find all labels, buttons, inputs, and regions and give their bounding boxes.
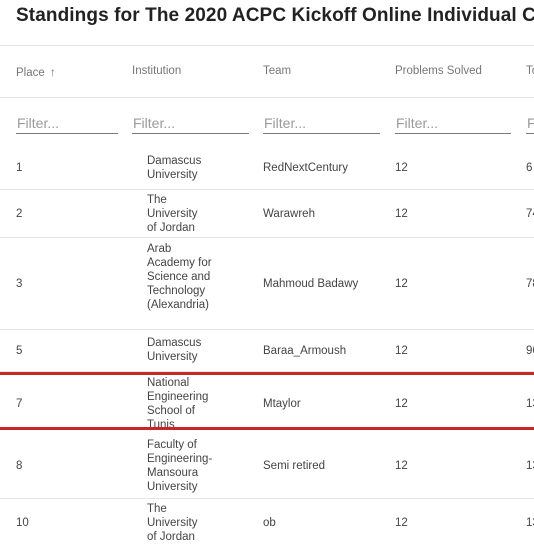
column-header-label: Place: [16, 67, 45, 79]
problems-solved-cell: 12: [395, 345, 408, 357]
total-cell: 13: [526, 517, 534, 529]
divider: [0, 97, 534, 98]
institution-cell: Faculty of Engineering-Mansoura Universi…: [147, 439, 213, 493]
arrow-up-icon[interactable]: ↑: [49, 65, 56, 79]
filter-team-input[interactable]: [263, 112, 380, 134]
problems-solved-cell: 12: [395, 208, 408, 220]
place-cell: 1: [16, 162, 23, 174]
row-highlight-top-border: [0, 372, 534, 375]
table-row[interactable]: 10 The University of Jordan ob 12 13: [0, 499, 534, 559]
team-cell: Mahmoud Badawy: [263, 278, 359, 290]
place-cell: 2: [16, 208, 23, 220]
filter-place-input[interactable]: [16, 112, 118, 134]
total-cell: 6: [526, 162, 533, 174]
filter-problems-solved-input[interactable]: [395, 112, 511, 134]
institution-cell: The University of Jordan: [147, 194, 198, 234]
problems-solved-cell: 12: [395, 460, 408, 472]
place-cell: 8: [16, 460, 23, 472]
table-row-highlighted[interactable]: 7 National Engineering School of Tunis M…: [0, 374, 534, 431]
institution-cell: Damascus University: [147, 337, 202, 363]
total-cell: 96: [526, 345, 534, 357]
institution-cell: Damascus University: [147, 155, 202, 181]
total-cell: 78: [526, 278, 534, 290]
institution-cell: The University of Jordan: [147, 503, 198, 543]
place-cell: 3: [16, 278, 23, 290]
column-header-total[interactable]: To: [526, 65, 534, 77]
column-header-problems-solved[interactable]: Problems Solved: [395, 65, 482, 77]
total-cell: 13: [526, 398, 534, 410]
place-cell: 5: [16, 345, 23, 357]
table-row[interactable]: 5 Damascus University Baraa_Armoush 12 9…: [0, 330, 534, 372]
problems-solved-cell: 12: [395, 278, 408, 290]
institution-cell: Arab Academy for Science and Technology …: [147, 243, 212, 311]
team-cell: ob: [263, 517, 276, 529]
problems-solved-cell: 12: [395, 517, 408, 529]
column-header-team[interactable]: Team: [263, 65, 292, 77]
filter-total-input[interactable]: [526, 112, 534, 134]
table-row[interactable]: 8 Faculty of Engineering-Mansoura Univer…: [0, 431, 534, 499]
filter-institution-input[interactable]: [132, 112, 249, 134]
table-row[interactable]: 2 The University of Jordan Warawreh 12 7…: [0, 190, 534, 238]
divider: [0, 45, 534, 46]
team-cell: Semi retired: [263, 460, 325, 472]
team-cell: RedNextCentury: [263, 162, 349, 174]
page-title: Standings for The 2020 ACPC Kickoff Onli…: [16, 5, 534, 26]
total-cell: 74: [526, 208, 534, 220]
total-cell: 13: [526, 460, 534, 472]
table-row[interactable]: 3 Arab Academy for Science and Technolog…: [0, 238, 534, 330]
column-header-place[interactable]: Place ↑: [16, 65, 56, 79]
column-header-institution[interactable]: Institution: [132, 65, 182, 77]
institution-cell: National Engineering School of Tunis: [147, 377, 209, 431]
team-cell: Baraa_Armoush: [263, 345, 347, 357]
place-cell: 10: [16, 517, 29, 529]
problems-solved-cell: 12: [395, 162, 408, 174]
team-cell: Warawreh: [263, 208, 315, 220]
problems-solved-cell: 12: [395, 398, 408, 410]
table-row[interactable]: 1 Damascus University RedNextCentury 12 …: [0, 147, 534, 190]
place-cell: 7: [16, 398, 23, 410]
team-cell: Mtaylor: [263, 398, 301, 410]
row-highlight-bottom-border: [0, 427, 534, 430]
